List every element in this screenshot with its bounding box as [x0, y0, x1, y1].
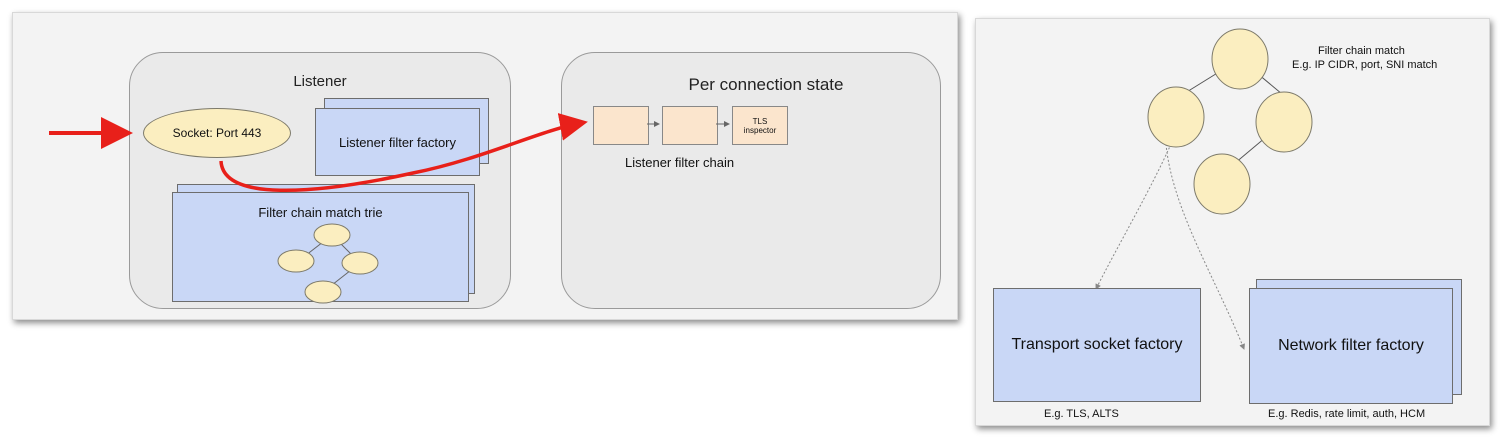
trie-node-right: [341, 251, 379, 275]
left-overlay: [49, 113, 730, 304]
connection-flow-arrow: [219, 113, 588, 192]
listener-title: Listener: [293, 73, 347, 90]
transport-socket-factory: Transport socket factory: [993, 288, 1201, 402]
dotted-link-network: [1165, 143, 1245, 350]
socket-port-oval: Socket: Port 443: [143, 108, 291, 158]
dotted-link-transport: [1095, 143, 1172, 290]
tree-node-left: [1147, 86, 1205, 148]
per-connection-state-zone: Per connection state: [561, 52, 941, 309]
filter-chain-match-title: Filter chain match: [1318, 45, 1405, 57]
trie-node-root: [313, 223, 351, 247]
trie-node-leaf: [304, 280, 342, 304]
tree-node-leaf: [1193, 153, 1251, 215]
right-panel: Filter chain match E.g. IP CIDR, port, S…: [975, 18, 1490, 426]
network-filter-factory: Network filter factory: [1249, 288, 1453, 404]
network-filter-example: E.g. Redis, rate limit, auth, HCM: [1268, 408, 1426, 420]
per-connection-state-title: Per connection state: [688, 75, 844, 94]
trie-node-left: [277, 249, 315, 273]
transport-socket-example: E.g. TLS, ALTS: [1044, 408, 1119, 420]
filter-chain-match-example: E.g. IP CIDR, port, SNI match: [1292, 59, 1438, 71]
tree-node-root: [1211, 28, 1269, 90]
filter-chain-chip-2: [662, 106, 718, 145]
tls-inspector-chip: TLS inspector: [732, 106, 788, 145]
listener-filter-chain-label: Listener filter chain: [625, 155, 735, 170]
filter-chain-match-trie-label: Filter chain match trie: [258, 205, 383, 220]
tree-node-right: [1255, 91, 1313, 153]
left-panel: Listener Listener filter factory Socket:…: [12, 12, 958, 320]
filter-chain-tree: [1095, 28, 1313, 350]
filter-chain-chip-1: [593, 106, 649, 145]
